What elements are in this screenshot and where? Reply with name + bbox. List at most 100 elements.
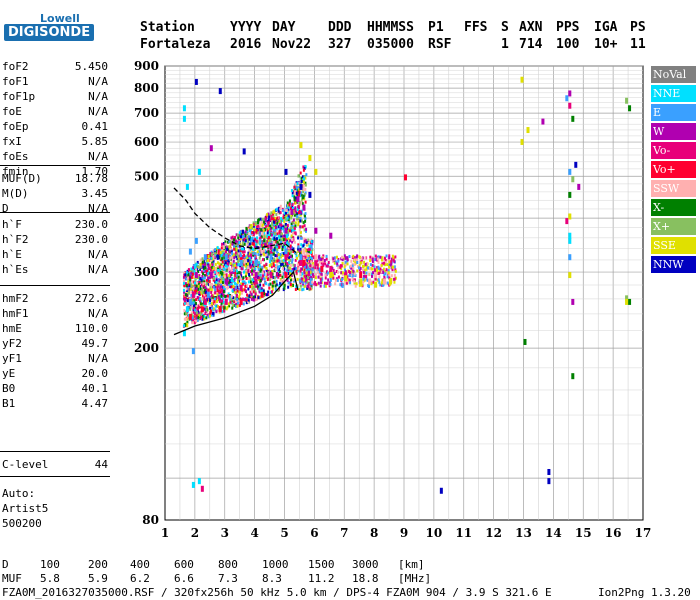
echo-point <box>197 282 200 286</box>
echo-point <box>306 273 309 277</box>
echo-point <box>287 252 290 256</box>
param-name: C-level <box>2 458 49 471</box>
echo-point <box>269 227 272 231</box>
echo-point <box>295 284 298 288</box>
param-row: foF1 N/A <box>2 75 108 90</box>
echo-point <box>337 266 340 270</box>
echo-point <box>238 241 241 245</box>
echo-point <box>294 196 297 200</box>
echo-point <box>311 261 314 265</box>
echo-point <box>250 242 253 246</box>
echo-point <box>257 285 260 289</box>
echo-point <box>292 220 295 224</box>
echo-point <box>327 261 330 265</box>
echo-point <box>248 257 251 261</box>
x-tick-label: 16 <box>605 526 622 540</box>
echo-point <box>222 286 225 290</box>
echo-point <box>259 223 262 227</box>
echo-point <box>214 288 217 292</box>
echo-point <box>197 270 200 274</box>
echo-point <box>250 289 253 293</box>
echo-point <box>299 269 302 273</box>
echo-point <box>360 283 363 287</box>
echo-point <box>227 259 230 263</box>
echo-point <box>199 291 202 295</box>
echo-point <box>247 240 250 244</box>
echo-point <box>206 254 209 258</box>
echo-point <box>304 187 307 191</box>
echo-point <box>337 275 340 279</box>
echo-point <box>278 211 281 215</box>
echo-point <box>279 277 282 281</box>
echo-point <box>223 309 226 313</box>
echo-point <box>253 288 256 292</box>
header-value-ddd: 327 <box>328 37 352 52</box>
echo-point <box>388 256 391 260</box>
param-row: h`F2 230.0 <box>2 233 108 248</box>
echo-point <box>286 278 289 282</box>
echo-point <box>265 275 268 279</box>
echo-point <box>227 266 230 270</box>
echo-point <box>267 283 270 287</box>
echo-point <box>205 305 208 309</box>
echo-point <box>294 231 297 235</box>
echo-point <box>216 308 219 312</box>
echo-point <box>208 279 211 283</box>
echo-point <box>205 273 208 277</box>
echo-point <box>249 264 252 268</box>
echo-point <box>193 318 196 322</box>
legend-item: X- <box>651 199 696 216</box>
header-value-s: 1 <box>501 37 509 52</box>
echo-point <box>212 273 215 277</box>
echo-point <box>277 288 280 292</box>
echo-point <box>277 243 280 247</box>
echo-point <box>247 298 250 302</box>
echo-point <box>230 268 233 272</box>
echo-point <box>247 262 250 266</box>
echo-point <box>236 286 239 290</box>
param-name: hmE <box>2 322 22 335</box>
echo-point <box>251 269 254 273</box>
echo-point <box>226 262 229 266</box>
echo-point <box>204 274 207 278</box>
echo-point <box>237 251 240 255</box>
echo-point <box>293 226 296 230</box>
legend-item: W <box>651 123 696 140</box>
echo-point <box>302 194 305 198</box>
echo-point <box>248 249 251 253</box>
echo-point <box>367 284 370 288</box>
echo-point <box>201 315 204 319</box>
echo-point <box>265 293 268 297</box>
echo-point <box>254 257 257 261</box>
echo-point <box>314 273 317 277</box>
echo-point <box>187 282 190 286</box>
echo-point <box>262 252 265 256</box>
echo-point <box>305 262 308 266</box>
data-point-vo <box>568 102 572 109</box>
echo-point <box>250 256 253 260</box>
param-row: hmF1 N/A <box>2 307 108 322</box>
echo-point <box>245 261 248 265</box>
header-label-pps: PPS <box>556 20 580 35</box>
echo-point <box>365 267 368 271</box>
echo-point <box>255 297 258 301</box>
echo-point <box>219 280 222 284</box>
echo-point <box>299 284 302 288</box>
echo-point <box>263 248 266 252</box>
echo-point <box>245 284 248 288</box>
echo-point <box>224 242 227 246</box>
echo-point <box>303 224 306 228</box>
echo-point <box>379 267 382 271</box>
param-value: 20.0 <box>81 367 109 380</box>
echo-point <box>302 187 305 191</box>
data-point-ssw <box>383 278 387 285</box>
echo-point <box>249 239 252 243</box>
echo-point <box>382 283 385 287</box>
echo-point <box>244 283 247 287</box>
echo-point <box>220 254 223 258</box>
echo-point <box>253 228 256 232</box>
echo-point <box>265 227 268 231</box>
echo-point <box>286 216 289 220</box>
data-point-x <box>571 373 575 380</box>
echo-point <box>356 260 359 264</box>
